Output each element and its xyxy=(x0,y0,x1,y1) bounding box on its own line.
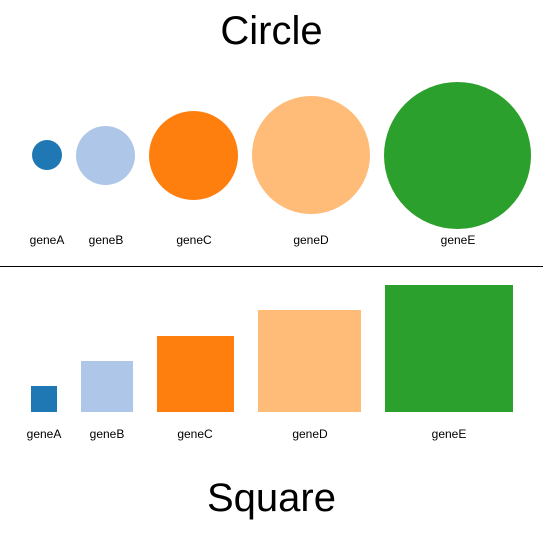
circle-geneA xyxy=(32,140,62,170)
square-title: Square xyxy=(207,476,336,520)
circle-label-geneC: geneC xyxy=(176,233,212,247)
square-geneA xyxy=(31,386,57,412)
square-geneB xyxy=(81,361,133,412)
square-geneD xyxy=(258,310,361,412)
square-label-geneB: geneB xyxy=(89,427,125,441)
square-label-geneE: geneE xyxy=(431,427,467,441)
circle-geneC xyxy=(149,111,238,200)
circle-label-geneE: geneE xyxy=(440,233,476,247)
circle-title: Circle xyxy=(220,9,323,53)
square-geneC xyxy=(157,336,234,412)
square-label-geneC: geneC xyxy=(177,427,213,441)
square-geneE xyxy=(385,285,513,412)
circle-geneD xyxy=(252,96,370,214)
square-label-geneA: geneA xyxy=(26,427,62,441)
circle-geneE xyxy=(384,82,531,229)
circle-label-geneA: geneA xyxy=(29,233,65,247)
square-label-geneD: geneD xyxy=(292,427,328,441)
section-divider xyxy=(0,266,543,267)
circle-geneB xyxy=(76,126,135,185)
circle-label-geneB: geneB xyxy=(88,233,124,247)
circle-label-geneD: geneD xyxy=(293,233,329,247)
